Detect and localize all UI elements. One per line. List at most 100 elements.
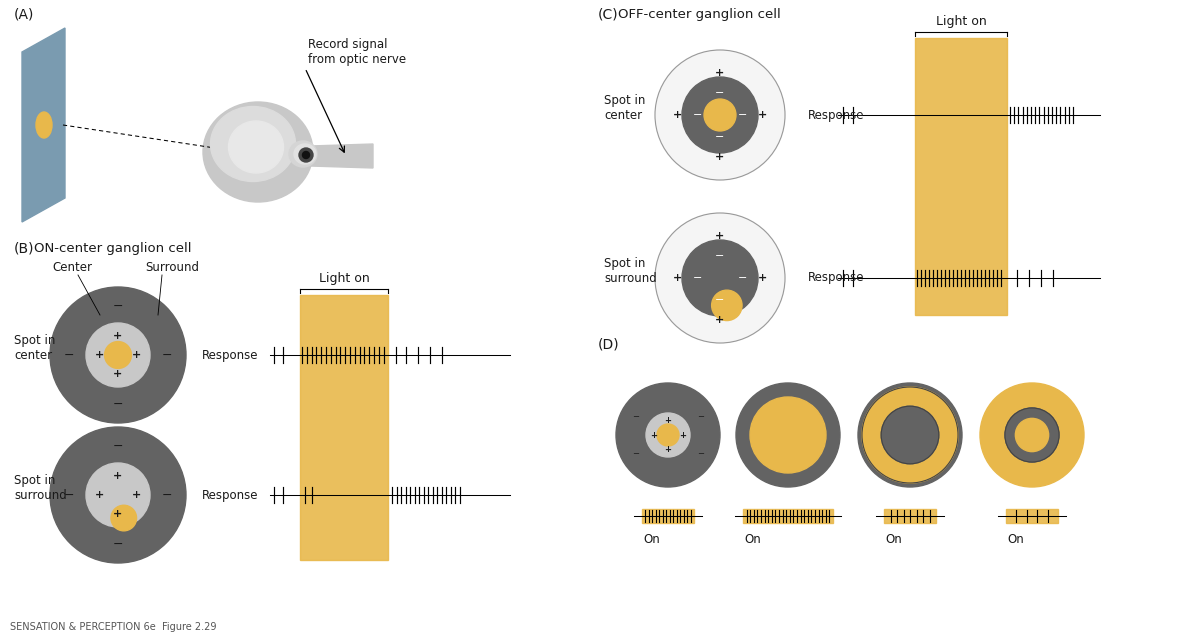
Bar xyxy=(300,295,388,560)
Circle shape xyxy=(86,463,150,527)
Text: Light on: Light on xyxy=(318,272,370,285)
Text: On: On xyxy=(885,533,902,546)
Polygon shape xyxy=(310,144,373,168)
Ellipse shape xyxy=(228,121,283,173)
Circle shape xyxy=(858,383,962,487)
Circle shape xyxy=(862,387,958,483)
Text: −: − xyxy=(63,489,74,501)
Text: +: + xyxy=(715,231,725,241)
Circle shape xyxy=(50,427,187,563)
Ellipse shape xyxy=(203,102,313,202)
Text: −: − xyxy=(112,299,123,313)
Ellipse shape xyxy=(294,144,316,164)
Text: +: + xyxy=(679,430,685,439)
Text: SENSATION & PERCEPTION 6e  Figure 2.29: SENSATION & PERCEPTION 6e Figure 2.29 xyxy=(10,622,216,632)
Text: −: − xyxy=(161,349,172,361)
Text: −: − xyxy=(715,251,725,261)
Bar xyxy=(1006,509,1058,523)
Circle shape xyxy=(616,383,720,487)
Text: +: + xyxy=(757,110,767,120)
Circle shape xyxy=(750,397,826,473)
Text: +: + xyxy=(114,472,123,481)
Text: −: − xyxy=(112,398,123,410)
Text: +: + xyxy=(757,273,767,283)
Text: +: + xyxy=(94,490,104,500)
Text: −: − xyxy=(694,110,702,120)
Text: +: + xyxy=(715,315,725,325)
Circle shape xyxy=(646,413,690,457)
Text: ON-center ganglion cell: ON-center ganglion cell xyxy=(33,242,191,255)
Text: (B): (B) xyxy=(14,241,35,255)
Circle shape xyxy=(299,148,313,162)
Circle shape xyxy=(682,240,758,316)
Text: Spot in
center: Spot in center xyxy=(604,94,646,122)
Text: −: − xyxy=(738,110,746,120)
Circle shape xyxy=(111,505,136,531)
Bar xyxy=(884,509,936,523)
Circle shape xyxy=(303,152,310,158)
Text: (D): (D) xyxy=(598,337,620,351)
Text: −: − xyxy=(63,349,74,361)
Circle shape xyxy=(712,290,742,321)
Text: On: On xyxy=(1007,533,1024,546)
Ellipse shape xyxy=(289,141,317,167)
Bar xyxy=(743,509,832,523)
Text: Response: Response xyxy=(202,349,258,361)
Text: −: − xyxy=(738,273,746,283)
Text: Response: Response xyxy=(202,489,258,501)
Text: −: − xyxy=(694,273,702,283)
Text: −: − xyxy=(633,412,639,422)
Text: +: + xyxy=(673,273,683,283)
Ellipse shape xyxy=(210,107,295,181)
Text: +: + xyxy=(114,332,123,342)
Text: −: − xyxy=(112,538,123,550)
Text: (C): (C) xyxy=(598,7,618,21)
Circle shape xyxy=(704,99,736,131)
Circle shape xyxy=(655,213,785,343)
Text: OFF-center ganglion cell: OFF-center ganglion cell xyxy=(618,8,781,21)
Text: −: − xyxy=(697,412,703,422)
Text: −: − xyxy=(715,88,725,98)
Circle shape xyxy=(655,50,785,180)
Text: Record signal
from optic nerve: Record signal from optic nerve xyxy=(309,38,407,66)
Text: +: + xyxy=(665,416,671,425)
Circle shape xyxy=(86,323,150,387)
Polygon shape xyxy=(22,28,65,222)
Text: (A): (A) xyxy=(14,7,35,21)
Text: +: + xyxy=(132,350,141,360)
Circle shape xyxy=(736,383,840,487)
Text: Spot in
surround: Spot in surround xyxy=(604,257,657,285)
Circle shape xyxy=(1005,408,1058,462)
Text: −: − xyxy=(715,132,725,142)
Circle shape xyxy=(657,424,679,446)
Text: On: On xyxy=(643,533,660,546)
Text: −: − xyxy=(161,489,172,501)
Text: +: + xyxy=(673,110,683,120)
Text: Spot in
surround: Spot in surround xyxy=(14,474,67,502)
Text: +: + xyxy=(715,68,725,78)
Text: Spot in
center: Spot in center xyxy=(14,334,55,362)
Text: −: − xyxy=(112,439,123,453)
Text: +: + xyxy=(132,490,141,500)
Text: Response: Response xyxy=(808,108,865,122)
Circle shape xyxy=(682,77,758,153)
Text: Light on: Light on xyxy=(935,15,987,28)
Circle shape xyxy=(50,287,187,423)
Text: −: − xyxy=(633,449,639,458)
Text: +: + xyxy=(114,508,123,519)
Bar xyxy=(642,509,694,523)
Text: Center: Center xyxy=(51,261,92,274)
Text: +: + xyxy=(651,430,657,439)
Text: Surround: Surround xyxy=(145,261,199,274)
Text: On: On xyxy=(744,533,761,546)
Text: Response: Response xyxy=(808,271,865,285)
Circle shape xyxy=(1015,418,1049,451)
Text: +: + xyxy=(94,350,104,360)
Ellipse shape xyxy=(36,112,51,138)
Circle shape xyxy=(980,383,1084,487)
Circle shape xyxy=(881,406,939,464)
Text: +: + xyxy=(665,445,671,454)
Circle shape xyxy=(104,342,132,368)
Bar xyxy=(915,38,1007,315)
Text: −: − xyxy=(697,449,703,458)
